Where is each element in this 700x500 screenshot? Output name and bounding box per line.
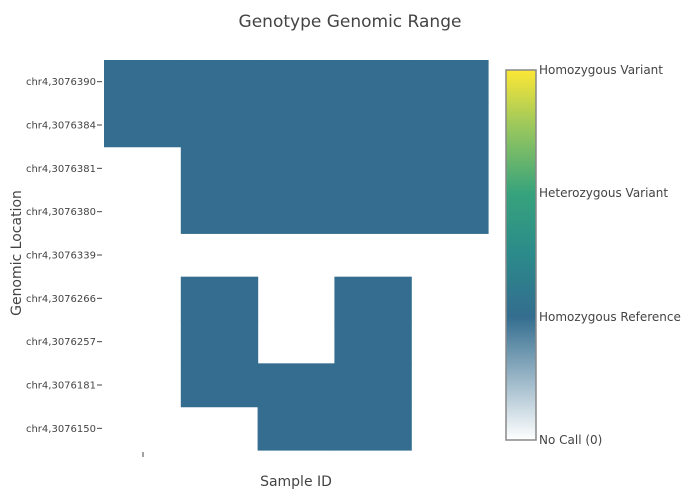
heatmap-cell bbox=[104, 60, 182, 104]
colorbar-tick-label: Heterozygous Variant bbox=[539, 186, 669, 201]
heatmap-cell bbox=[334, 190, 412, 234]
heatmap-cell bbox=[334, 103, 412, 148]
heatmap-cell bbox=[334, 276, 412, 321]
heatmap-cell bbox=[257, 406, 335, 451]
heatmap-cell bbox=[180, 363, 259, 408]
heatmap-cell bbox=[411, 103, 489, 148]
heatmap-cell bbox=[180, 190, 259, 234]
colorbar-tick-label: Homozygous Reference bbox=[539, 309, 681, 324]
heatmap-cell bbox=[334, 320, 412, 364]
heatmap-cell bbox=[334, 406, 412, 451]
y-tick-label: chr4,3076384 bbox=[26, 121, 96, 132]
y-tick-label: chr4,3076390 bbox=[26, 77, 96, 88]
heatmap-cell bbox=[257, 146, 335, 191]
y-tick-label: chr4,3076181 bbox=[26, 381, 96, 392]
heatmap-cell bbox=[104, 103, 182, 148]
colorbar-tick-label: No Call (0) bbox=[539, 433, 603, 447]
y-tick-label: chr4,3076257 bbox=[26, 337, 96, 348]
heatmap-cell bbox=[257, 363, 335, 408]
y-tick-label: chr4,3076381 bbox=[26, 164, 96, 175]
y-tick-label: chr4,3076339 bbox=[26, 251, 96, 262]
heatmap-cell bbox=[411, 146, 489, 191]
heatmap-cell bbox=[180, 146, 259, 191]
heatmap-cell bbox=[180, 60, 259, 104]
heatmap-cell bbox=[257, 60, 335, 104]
heatmap-cell bbox=[180, 103, 259, 148]
heatmap-cell bbox=[334, 146, 412, 191]
heatmap-cells bbox=[104, 60, 489, 451]
y-tick-label: chr4,3076266 bbox=[26, 294, 96, 305]
x-axis-title: Sample ID bbox=[260, 474, 332, 490]
heatmap-cell bbox=[334, 363, 412, 408]
heatmap-cell bbox=[257, 190, 335, 234]
colorbar-tick-label: Homozygous Variant bbox=[539, 63, 663, 77]
y-axis-ticks: chr4,3076390 chr4,3076384 chr4,3076381 chr4… bbox=[26, 77, 102, 435]
heatmap-cell bbox=[411, 190, 489, 234]
chart-title: Genotype Genomic Range bbox=[238, 12, 462, 32]
y-tick-label: chr4,3076150 bbox=[26, 424, 96, 435]
heatmap-cell bbox=[180, 276, 259, 321]
colorbar bbox=[505, 69, 537, 441]
heatmap-cell bbox=[257, 103, 335, 148]
heatmap-cell bbox=[411, 60, 489, 104]
heatmap-cell bbox=[334, 60, 412, 104]
y-tick-label: chr4,3076380 bbox=[26, 207, 96, 218]
heatmap-cell bbox=[180, 320, 259, 364]
